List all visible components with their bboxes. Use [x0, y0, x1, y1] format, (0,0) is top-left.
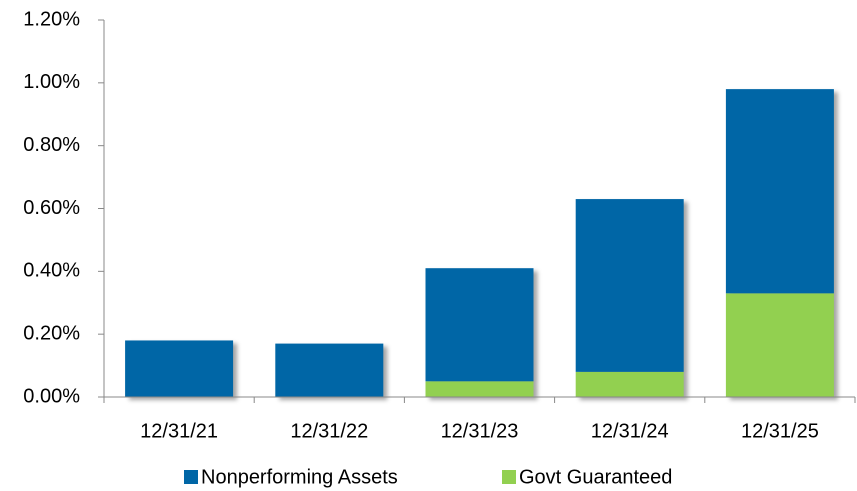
bar-segment	[425, 381, 534, 397]
bar-segment	[425, 268, 534, 382]
bar-stack	[725, 89, 834, 397]
legend-label: Govt Guaranteed	[519, 466, 672, 488]
bar-stack	[425, 268, 534, 397]
x-tick-label: 12/31/22	[290, 420, 368, 442]
bar-segment	[275, 343, 384, 397]
y-tick-label: 0.60%	[23, 197, 80, 219]
bar-segment	[725, 293, 834, 397]
y-tick-label: 0.40%	[23, 260, 80, 282]
y-tick-label: 0.20%	[23, 322, 80, 344]
y-tick-label: 1.00%	[23, 71, 80, 93]
legend-swatch	[502, 470, 516, 484]
bar-stack	[275, 343, 384, 397]
x-tick-label: 12/31/23	[441, 420, 519, 442]
legend-label: Nonperforming Assets	[201, 466, 398, 488]
bar-stack	[575, 199, 684, 397]
x-tick-label: 12/31/25	[741, 420, 819, 442]
bar-segment	[575, 199, 684, 372]
x-tick-label: 12/31/24	[591, 420, 669, 442]
y-tick-label: 0.00%	[23, 385, 80, 407]
y-tick-label: 0.80%	[23, 134, 80, 156]
legend-swatch	[184, 470, 198, 484]
bar-segment	[725, 89, 834, 294]
y-tick-label: 1.20%	[23, 8, 80, 30]
bar-segment	[125, 340, 234, 397]
x-tick-label: 12/31/21	[140, 420, 218, 442]
bar-segment	[575, 371, 684, 397]
bar-stack	[125, 340, 234, 397]
